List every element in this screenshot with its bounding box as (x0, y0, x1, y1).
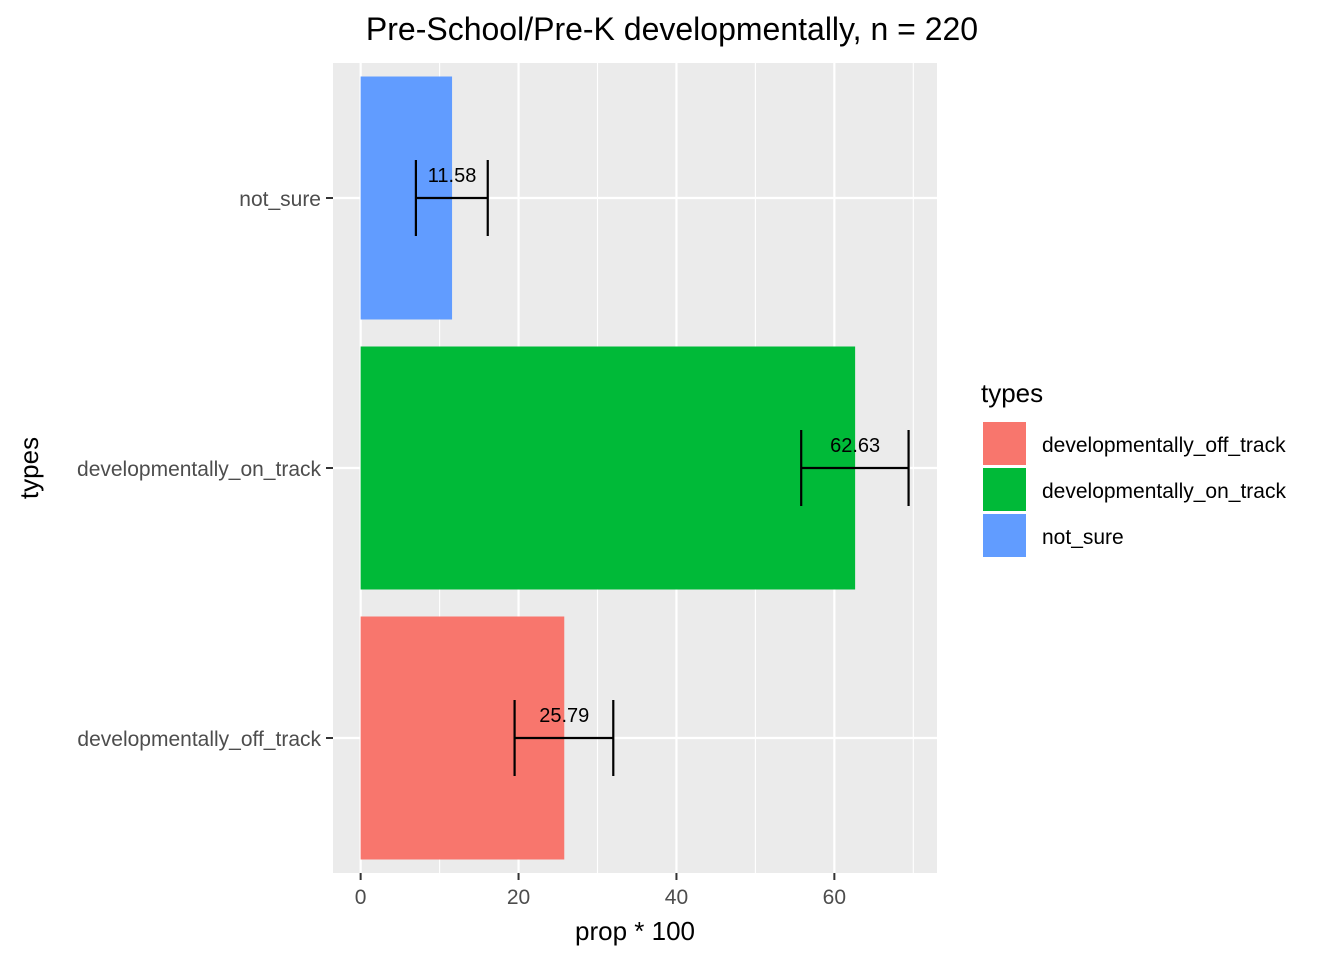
data-label-not_sure: 11.58 (428, 165, 477, 187)
y-axis: developmentally_off_track developmentally… (77, 188, 333, 751)
legend-swatch-not_sure (983, 514, 1026, 557)
x-tick-label: 20 (507, 886, 530, 909)
x-tick-label: 60 (823, 886, 846, 909)
legend: types developmentally_off_track developme… (981, 378, 1286, 557)
legend-label-developmentally_off_track: developmentally_off_track (1042, 434, 1286, 457)
y-tick-label: developmentally_on_track (77, 458, 321, 481)
legend-title: types (981, 378, 1043, 408)
legend-label-not_sure: not_sure (1042, 526, 1124, 549)
legend-swatch-developmentally_off_track (983, 422, 1026, 465)
x-tick-label: 0 (355, 886, 367, 909)
data-labels: 25.79 62.63 11.58 (428, 165, 880, 727)
y-axis-title: types (14, 437, 44, 499)
data-label-developmentally_on_track: 62.63 (830, 435, 880, 457)
x-tick-label: 40 (665, 886, 688, 909)
legend-swatch-developmentally_on_track (983, 468, 1026, 511)
x-axis: 0 20 40 60 (355, 873, 846, 909)
x-axis-title: prop * 100 (575, 916, 695, 946)
y-tick-label: developmentally_off_track (77, 728, 321, 751)
chart-title: Pre-School/Pre-K developmentally, n = 22… (366, 11, 978, 47)
y-tick-label: not_sure (239, 188, 321, 211)
bar-developmentally_on_track (360, 346, 856, 590)
data-label-developmentally_off_track: 25.79 (539, 705, 589, 727)
legend-label-developmentally_on_track: developmentally_on_track (1042, 480, 1286, 503)
error-bars (414, 160, 910, 776)
